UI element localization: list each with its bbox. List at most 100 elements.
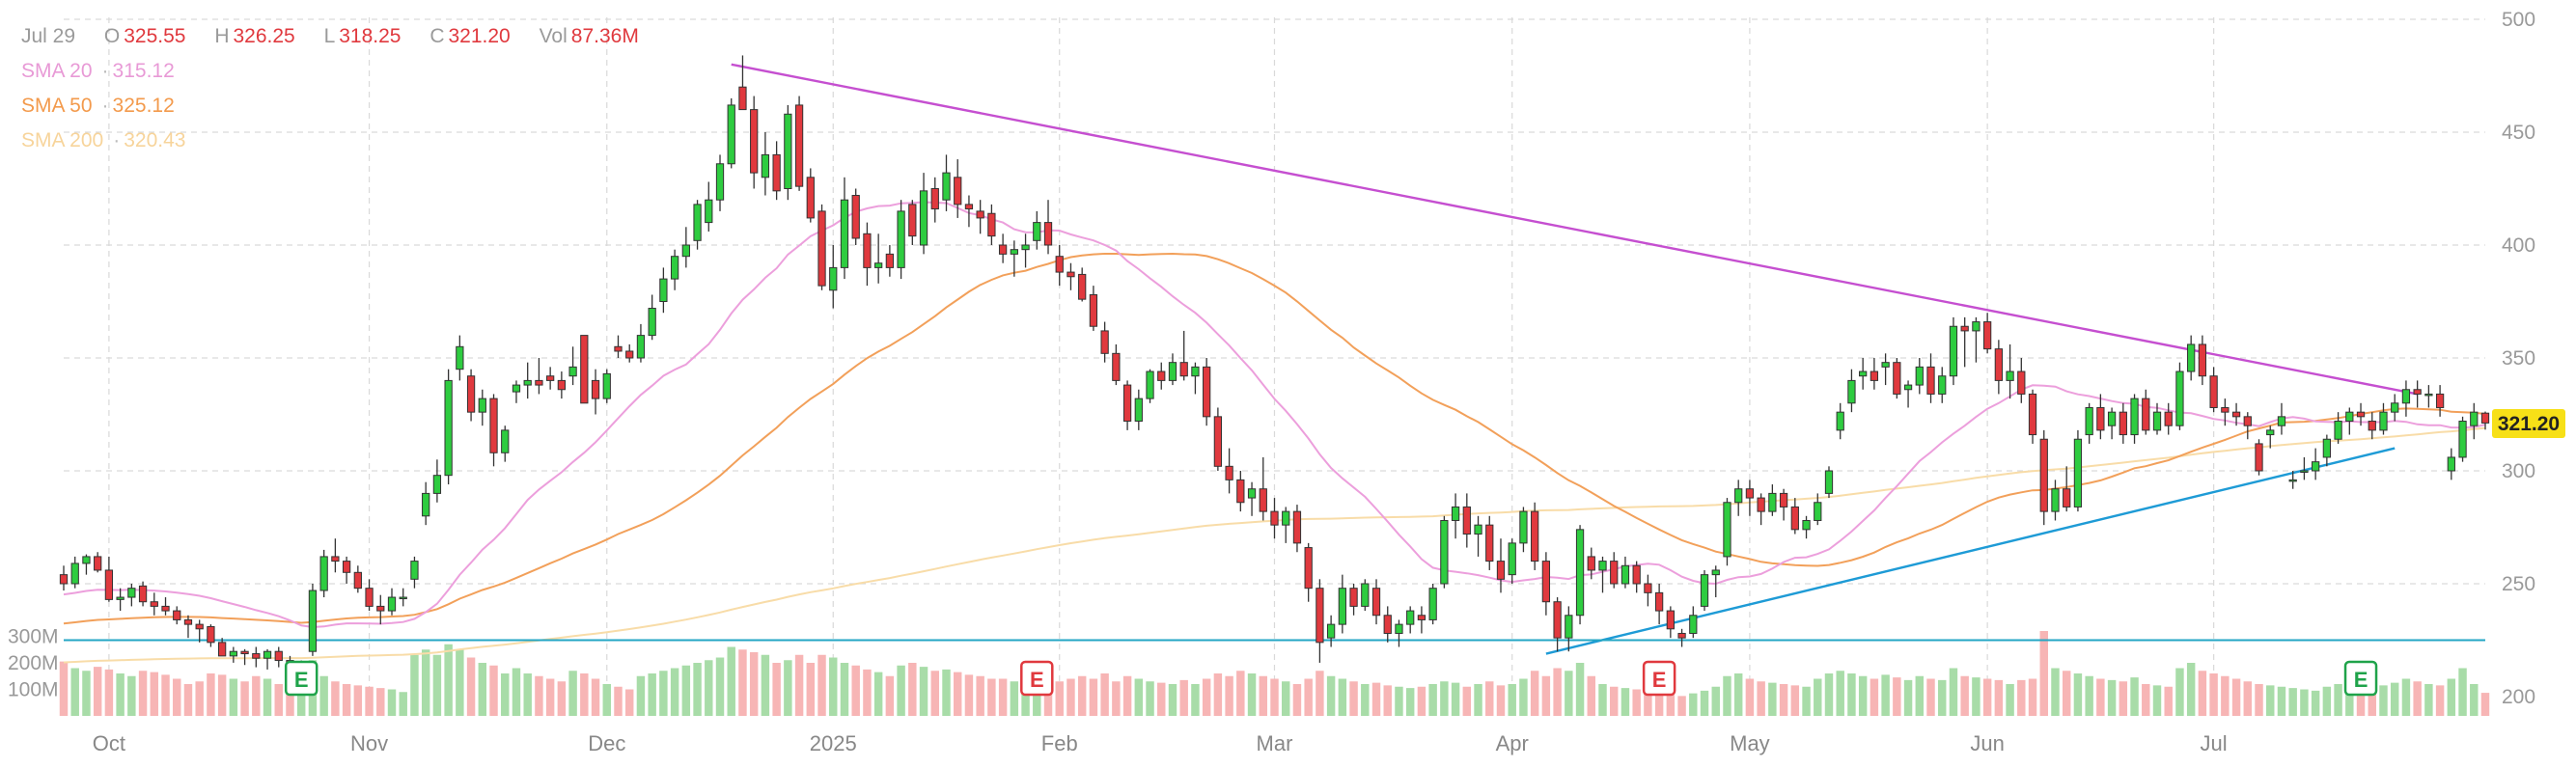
candle-body	[930, 188, 939, 210]
candle	[659, 267, 668, 314]
candle-body	[648, 308, 656, 337]
volume-bar	[1405, 688, 1415, 716]
volume-bar	[104, 669, 114, 716]
candle	[229, 646, 237, 663]
candle	[1078, 267, 1087, 302]
volume-bar	[1089, 678, 1098, 716]
candle-body	[501, 429, 510, 453]
volume-bar	[1496, 685, 1506, 716]
volume-bar	[512, 668, 521, 716]
candle	[1406, 606, 1415, 634]
time-label-Jul: Jul	[2201, 731, 2228, 755]
candle	[195, 619, 204, 643]
candle-body	[2175, 370, 2184, 426]
candle-body	[1689, 615, 1698, 634]
candle	[104, 556, 114, 602]
candle	[478, 389, 486, 426]
candle	[399, 588, 407, 607]
candle	[2288, 471, 2297, 489]
volume-bar	[659, 671, 668, 716]
volume-bar	[2085, 675, 2093, 716]
candle	[376, 594, 385, 625]
candle	[1893, 358, 1901, 399]
candle	[1112, 343, 1121, 386]
candle-body	[1371, 588, 1381, 617]
candle	[70, 556, 79, 589]
candle-body	[2300, 470, 2309, 473]
candle	[523, 362, 532, 399]
legend-sma20-value: 315.12	[112, 60, 175, 82]
time-label-Oct: Oct	[93, 731, 125, 755]
candle-body	[1078, 273, 1087, 300]
volume-bar	[2221, 675, 2230, 716]
candle-body	[353, 571, 362, 590]
volume-bar	[2277, 686, 2286, 716]
volume-bar	[602, 684, 611, 716]
legend-sma50[interactable]: SMA 50 · 325.12	[21, 95, 175, 117]
legend-sma200[interactable]: SMA 200 · 320.43	[21, 129, 186, 151]
candle-body	[976, 210, 984, 219]
candle	[705, 181, 713, 232]
volume-bar	[535, 675, 543, 716]
volume-bar	[1010, 681, 1019, 716]
volume-bar	[1292, 684, 1302, 716]
candle	[1949, 316, 1958, 386]
volume-bar	[1836, 671, 1844, 716]
candle	[1508, 538, 1516, 584]
candle-body	[919, 190, 928, 246]
candle-body	[59, 574, 69, 585]
candle-body	[512, 384, 521, 393]
candle-body	[908, 204, 917, 237]
volume-value: 87.36M	[570, 25, 639, 47]
candle-body	[1122, 384, 1132, 423]
candle-body	[1768, 492, 1777, 512]
candle-body	[207, 625, 215, 644]
volume-bar	[1893, 677, 1901, 716]
candle-body	[2480, 412, 2490, 424]
candle	[1462, 493, 1471, 548]
candle-body	[2028, 393, 2037, 436]
volume-bar	[286, 679, 294, 716]
volume-bar	[2164, 686, 2173, 716]
candle-body	[2356, 411, 2366, 418]
candle	[2356, 402, 2366, 426]
candle	[2255, 439, 2263, 476]
candle-body	[1043, 222, 1053, 246]
candle	[976, 200, 984, 234]
candle	[636, 323, 646, 363]
candle	[930, 177, 939, 223]
candle	[2096, 394, 2105, 440]
candle-body	[2198, 343, 2207, 377]
candle	[2458, 416, 2467, 462]
candle	[1620, 556, 1630, 589]
volume-bar	[568, 671, 577, 716]
candle-body	[1066, 271, 1075, 278]
open-value: 325.55	[124, 25, 186, 47]
candle	[2243, 412, 2252, 440]
volume-tick-100M: 100M	[8, 679, 59, 701]
candle-body	[1508, 542, 1516, 576]
candle	[1677, 628, 1686, 647]
volume-bar	[1711, 686, 1720, 716]
open-label: O	[103, 25, 121, 47]
candle	[998, 233, 1008, 263]
candle-body	[2266, 429, 2275, 436]
candle-body	[954, 177, 962, 206]
candle	[817, 204, 826, 290]
candle	[2424, 385, 2433, 408]
candle	[1191, 362, 1200, 395]
candle	[1859, 358, 1868, 390]
candle	[319, 549, 328, 598]
candle	[1146, 369, 1154, 403]
volume-bar	[444, 644, 453, 716]
candle	[422, 481, 430, 526]
legend-sma20[interactable]: SMA 20 · 315.12	[21, 60, 175, 82]
candle	[693, 200, 702, 250]
volume-bar	[1723, 675, 1731, 716]
candle-body	[1406, 610, 1415, 625]
volume-bar	[2028, 678, 2037, 716]
candle-body	[1225, 465, 1233, 480]
volume-bar	[1247, 673, 1257, 716]
candle	[1055, 245, 1064, 287]
